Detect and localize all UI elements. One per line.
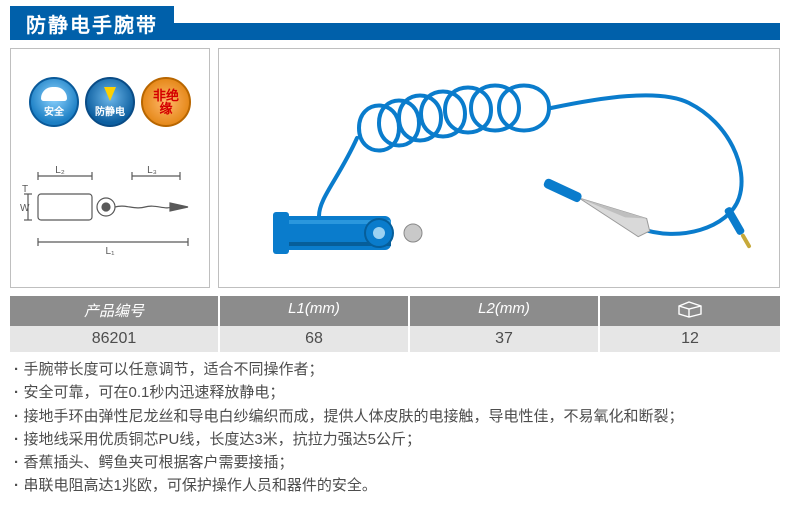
- th-product-no: 产品编号: [10, 296, 220, 326]
- safety-label: 安全: [44, 103, 64, 118]
- list-item: 安全可靠，可在0.1秒内迅速释放静电；: [14, 381, 776, 404]
- product-image-panel: [218, 48, 780, 288]
- main-content: 安全 防静电 非绝 缘: [10, 48, 780, 288]
- th-package: [600, 296, 780, 326]
- th-l1: L1(mm): [220, 296, 410, 326]
- anti-static-label: 防静电: [95, 103, 125, 118]
- list-item: 手腕带长度可以任意调节，适合不同操作者；: [14, 358, 776, 381]
- table-row: 86201 68 37 12: [10, 326, 780, 352]
- feature-bullets: 手腕带长度可以任意调节，适合不同操作者； 安全可靠，可在0.1秒内迅速释放静电；…: [14, 358, 776, 498]
- list-item: 接地线采用优质铜芯PU线，长度达3米，抗拉力强达5公斤；: [14, 428, 776, 451]
- feature-icons-row: 安全 防静电 非绝 缘: [29, 77, 191, 127]
- list-item: 接地手环由弹性尼龙丝和导电白纱编织而成，提供人体皮肤的电接触，导电性佳，不易氧化…: [14, 405, 776, 428]
- td-product-no: 86201: [10, 326, 220, 352]
- list-item: 串联电阻高达1兆欧，可保护操作人员和器件的安全。: [14, 474, 776, 497]
- left-panel: 安全 防静电 非绝 缘: [10, 48, 210, 288]
- spec-table: 产品编号 L1(mm) L2(mm) 86201 68 37 12: [10, 296, 780, 352]
- th-l2: L2(mm): [410, 296, 600, 326]
- td-l1: 68: [220, 326, 410, 352]
- td-package: 12: [600, 326, 780, 352]
- product-illustration: [219, 48, 779, 288]
- safety-icon: 安全: [29, 77, 79, 127]
- td-l2: 37: [410, 326, 600, 352]
- page-title: 防静电手腕带: [10, 6, 174, 40]
- header-bar: 防静电手腕带: [10, 6, 780, 40]
- diagram-l2-label: L₂: [55, 165, 65, 176]
- diagram-l3-label: L₃: [147, 165, 157, 176]
- anti-static-icon: 防静电: [85, 77, 135, 127]
- diagram-l1-label: L₁: [106, 246, 116, 257]
- header-stripe: [174, 6, 780, 40]
- non-insulated-icon: 非绝 缘: [141, 77, 191, 127]
- package-icon: [675, 300, 705, 322]
- table-header-row: 产品编号 L1(mm) L2(mm): [10, 296, 780, 326]
- non-insulated-label-2: 缘: [159, 102, 172, 115]
- dimension-diagram: L₂ L₃ L₁ T W: [20, 164, 200, 259]
- list-item: 香蕉插头、鳄鱼夹可根据客户需要接插；: [14, 451, 776, 474]
- diagram-w-label: W: [20, 203, 30, 214]
- diagram-t-label: T: [22, 184, 28, 195]
